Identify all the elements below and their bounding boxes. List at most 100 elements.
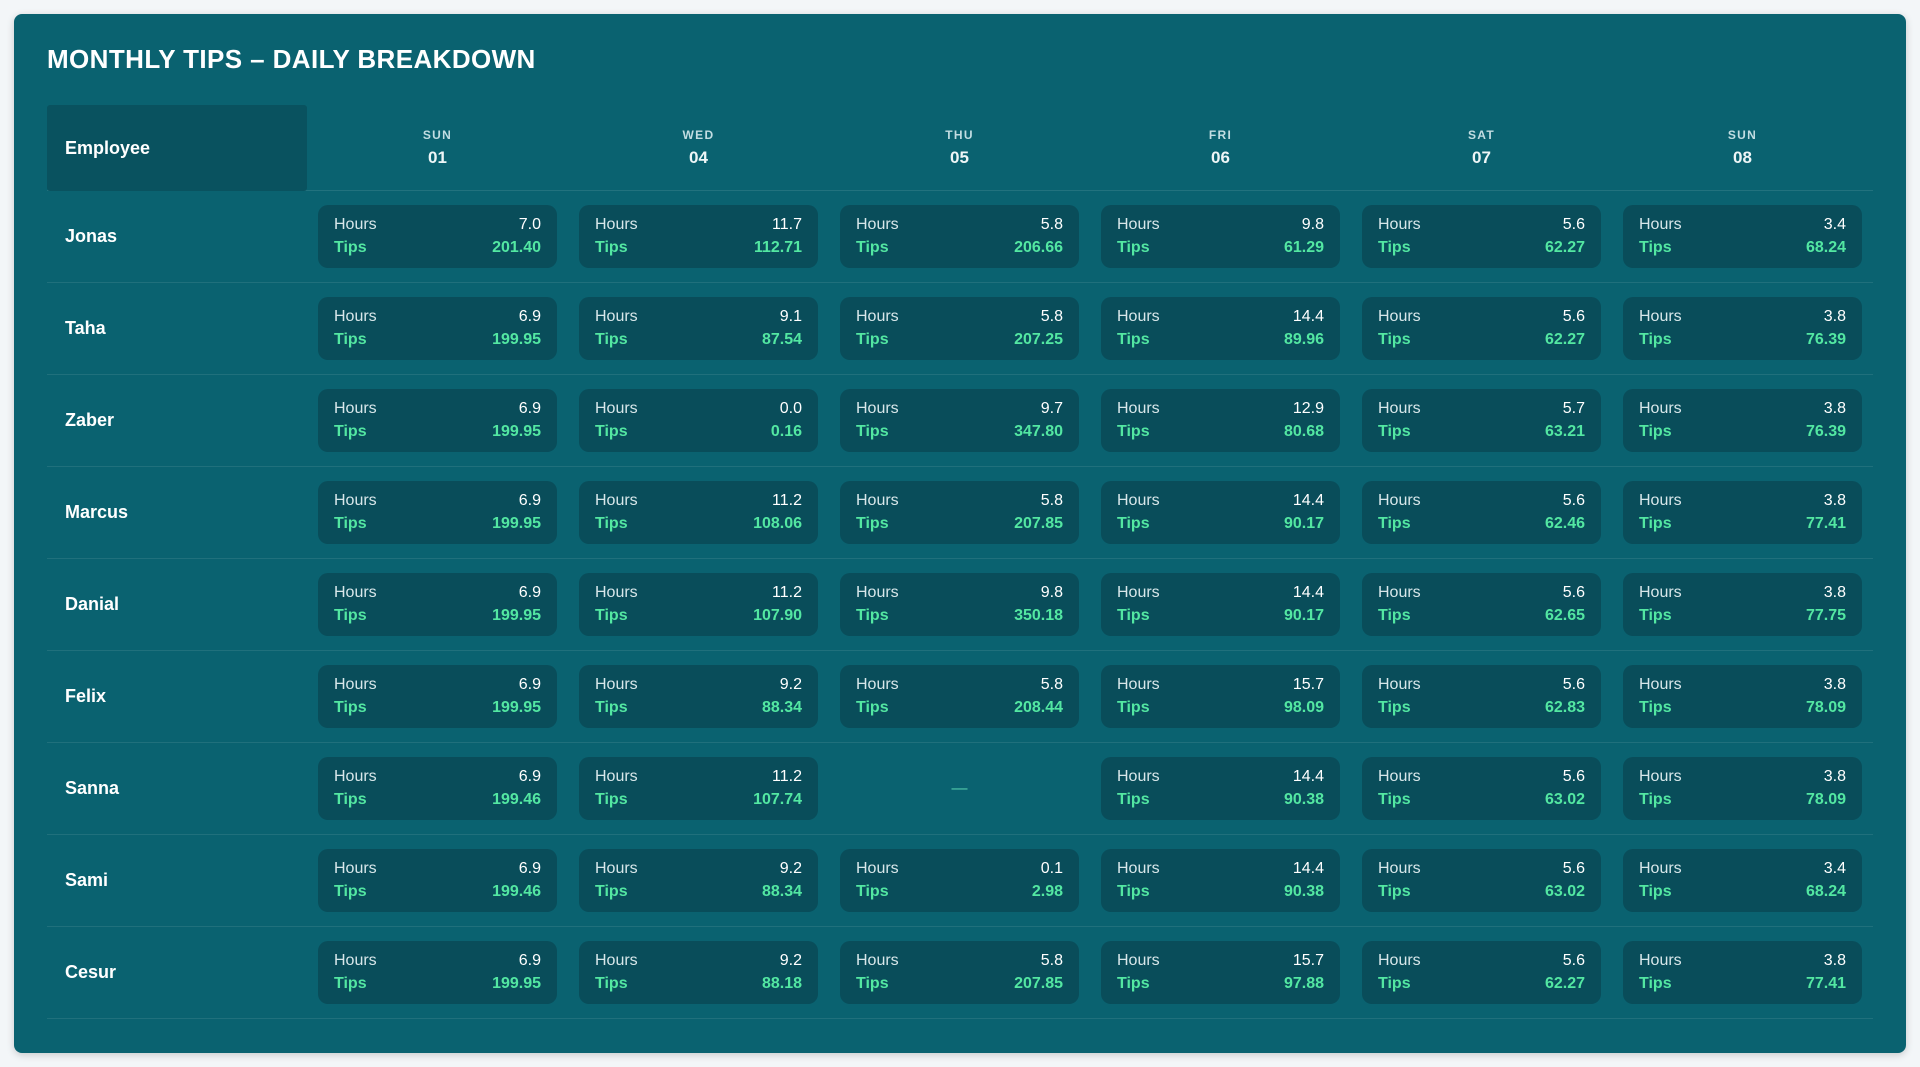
tips-label: Tips	[856, 607, 889, 624]
day-cell: Hours 9.7 Tips 347.80	[829, 375, 1090, 466]
hours-value: 5.6	[1562, 768, 1585, 785]
tips-line: Tips 76.39	[1639, 423, 1846, 441]
day-cell: Hours 5.6 Tips 62.83	[1351, 651, 1612, 742]
day-cell: Hours 9.2 Tips 88.34	[568, 835, 829, 926]
day-cell: Hours 6.9 Tips 199.46	[307, 835, 568, 926]
hours-line: Hours 6.9	[334, 768, 541, 786]
tips-value: 87.54	[761, 331, 802, 348]
hours-tips-cell: Hours 11.2 Tips 107.74	[579, 757, 818, 820]
hours-value: 3.8	[1823, 768, 1846, 785]
hours-tips-cell: Hours 3.8 Tips 78.09	[1623, 757, 1862, 820]
hours-label: Hours	[334, 860, 377, 877]
hours-line: Hours 3.8	[1639, 952, 1846, 970]
hours-value: 3.4	[1823, 216, 1846, 233]
tips-value: 76.39	[1805, 331, 1846, 348]
hours-line: Hours 5.8	[856, 216, 1063, 234]
hours-tips-cell: Hours 11.2 Tips 107.90	[579, 573, 818, 636]
hours-line: Hours 5.8	[856, 676, 1063, 694]
hours-label: Hours	[856, 676, 899, 693]
tips-value: 108.06	[753, 515, 802, 532]
tips-label: Tips	[595, 699, 628, 716]
day-cell: Hours 6.9 Tips 199.95	[307, 927, 568, 1018]
hours-line: Hours 0.0	[595, 400, 802, 418]
tips-line: Tips 347.80	[856, 423, 1063, 441]
hours-label: Hours	[1378, 952, 1421, 969]
hours-line: Hours 15.7	[1117, 952, 1324, 970]
hours-value: 5.8	[1040, 308, 1063, 325]
day-date-label: 01	[428, 148, 447, 167]
hours-label: Hours	[1378, 308, 1421, 325]
hours-label: Hours	[1378, 676, 1421, 693]
tips-value: 199.95	[492, 607, 541, 624]
day-cell: Hours 11.2 Tips 108.06	[568, 467, 829, 558]
tips-value: 97.88	[1283, 975, 1324, 992]
tips-value: 90.38	[1283, 791, 1324, 808]
hours-tips-cell: Hours 12.9 Tips 80.68	[1101, 389, 1340, 452]
day-cell: Hours 3.8 Tips 77.41	[1612, 467, 1873, 558]
hours-label: Hours	[334, 492, 377, 509]
tips-label: Tips	[1639, 515, 1672, 532]
tips-value: 62.27	[1544, 975, 1585, 992]
tips-value: 62.27	[1544, 331, 1585, 348]
hours-tips-cell: Hours 9.7 Tips 347.80	[840, 389, 1079, 452]
hours-tips-cell: Hours 3.8 Tips 77.75	[1623, 573, 1862, 636]
hours-label: Hours	[1117, 676, 1160, 693]
day-abbrev-label: WED	[682, 128, 715, 142]
hours-line: Hours 6.9	[334, 676, 541, 694]
hours-tips-cell: Hours 6.9 Tips 199.95	[318, 297, 557, 360]
day-cell: Hours 6.9 Tips 199.95	[307, 559, 568, 650]
hours-line: Hours 5.6	[1378, 584, 1585, 602]
tips-line: Tips 77.41	[1639, 975, 1846, 993]
hours-line: Hours 6.9	[334, 952, 541, 970]
day-abbrev-label: FRI	[1208, 128, 1233, 142]
day-cell: Hours 14.4 Tips 90.17	[1090, 559, 1351, 650]
day-abbrev-label: SUN	[1727, 128, 1758, 142]
hours-line: Hours 5.6	[1378, 768, 1585, 786]
hours-label: Hours	[334, 952, 377, 969]
tips-value: 76.39	[1805, 423, 1846, 440]
table-row: Felix Hours 6.9 Tips 199.95 Hours 9.2 Tips 88.34…	[47, 651, 1873, 743]
day-cell: Hours 5.6 Tips 62.46	[1351, 467, 1612, 558]
day-cell: Hours 14.4 Tips 90.38	[1090, 743, 1351, 834]
hours-value: 5.6	[1562, 860, 1585, 877]
tips-value: 90.17	[1283, 607, 1324, 624]
tips-label: Tips	[595, 423, 628, 440]
employee-name: Marcus	[65, 502, 129, 522]
hours-line: Hours 5.8	[856, 308, 1063, 326]
hours-line: Hours 12.9	[1117, 400, 1324, 418]
hours-tips-cell: Hours 9.8 Tips 350.18	[840, 573, 1079, 636]
table-row: Sanna Hours 6.9 Tips 199.46 Hours 11.2 Tips 107.…	[47, 743, 1873, 835]
employee-name: Sanna	[65, 778, 120, 798]
day-abbrev-label: THU	[945, 128, 974, 142]
tips-label: Tips	[1378, 883, 1411, 900]
hours-tips-cell: Hours 6.9 Tips 199.95	[318, 389, 557, 452]
hours-value: 9.8	[1040, 584, 1063, 601]
tips-label: Tips	[334, 699, 367, 716]
employee-name: Taha	[65, 318, 106, 338]
hours-value: 12.9	[1292, 400, 1324, 417]
hours-line: Hours 14.4	[1117, 860, 1324, 878]
hours-value: 5.8	[1040, 676, 1063, 693]
hours-tips-cell: Hours 9.2 Tips 88.18	[579, 941, 818, 1004]
hours-line: Hours 3.4	[1639, 860, 1846, 878]
tips-label: Tips	[856, 515, 889, 532]
employee-name: Danial	[65, 594, 120, 614]
tips-label: Tips	[1117, 515, 1150, 532]
tips-line: Tips 0.16	[595, 423, 802, 441]
tips-value: 199.46	[492, 883, 541, 900]
tips-label: Tips	[1117, 607, 1150, 624]
hours-label: Hours	[856, 308, 899, 325]
tips-line: Tips 90.38	[1117, 791, 1324, 809]
tips-label: Tips	[1378, 515, 1411, 532]
hours-label: Hours	[595, 860, 638, 877]
tips-value: 207.25	[1014, 331, 1063, 348]
day-cell: Hours 9.2 Tips 88.34	[568, 651, 829, 742]
hours-label: Hours	[1117, 216, 1160, 233]
hours-label: Hours	[1639, 584, 1682, 601]
day-cell: Hours 5.8 Tips 208.44	[829, 651, 1090, 742]
day-cell: Hours 5.6 Tips 63.02	[1351, 743, 1612, 834]
hours-label: Hours	[1117, 952, 1160, 969]
hours-line: Hours 5.6	[1378, 952, 1585, 970]
hours-value: 6.9	[518, 860, 541, 877]
hours-value: 6.9	[518, 676, 541, 693]
